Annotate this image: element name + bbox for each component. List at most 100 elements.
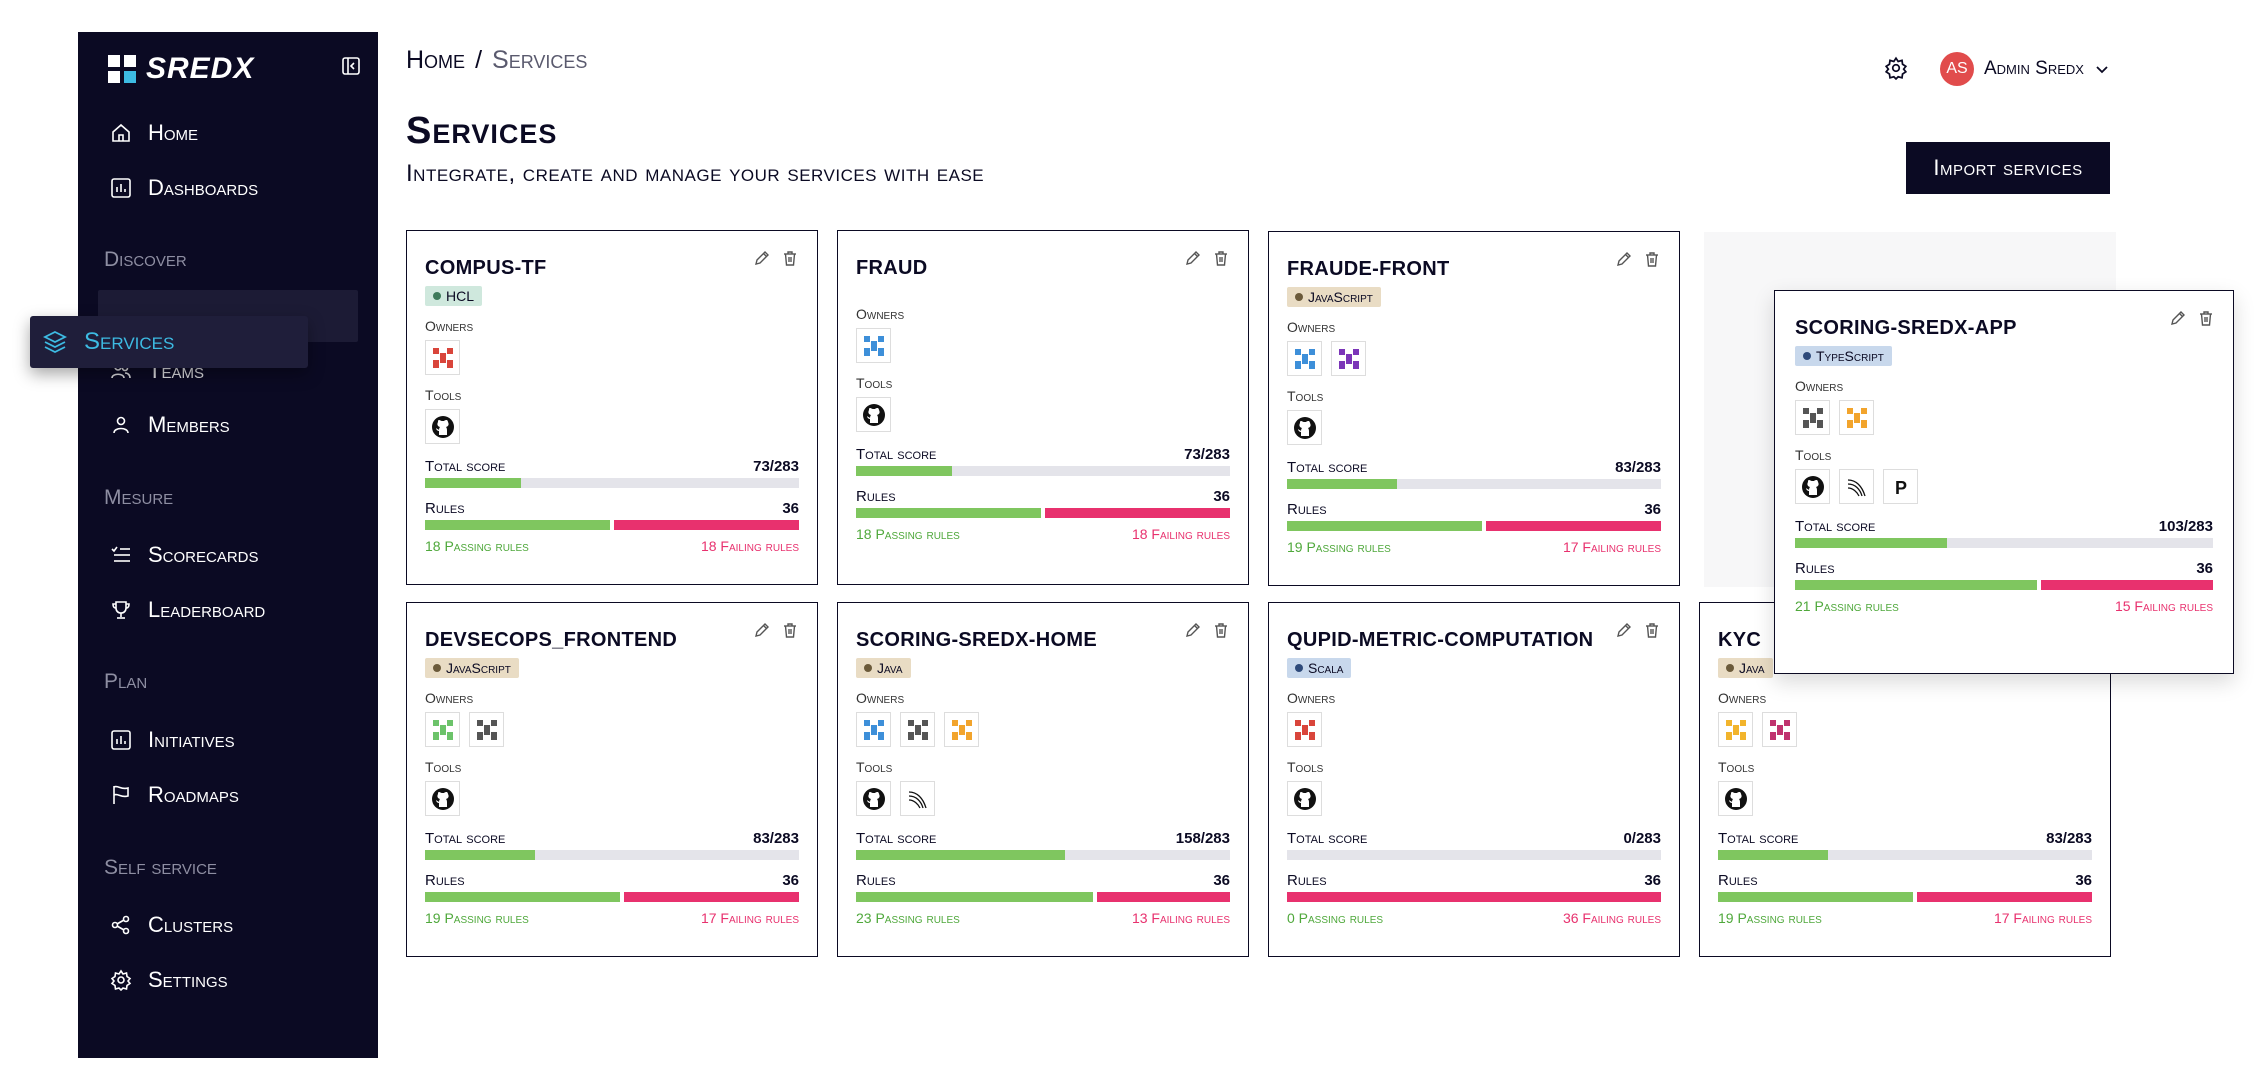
edit-icon[interactable] [753, 249, 771, 267]
service-name: SCORING-SREDX-HOME [856, 629, 1097, 651]
brand-logo[interactable]: SREDX [108, 52, 254, 86]
curve-tool-icon[interactable] [900, 781, 935, 816]
breadcrumb-home[interactable]: Home [406, 46, 466, 74]
badge-dot [1295, 293, 1303, 301]
badge-dot [433, 664, 441, 672]
breadcrumb: Home / Services [406, 46, 587, 75]
delete-icon[interactable] [2197, 309, 2215, 327]
curve-tool-icon[interactable] [1839, 469, 1874, 504]
edit-icon[interactable] [753, 621, 771, 639]
edit-icon[interactable] [1184, 249, 1202, 267]
edit-icon[interactable] [2169, 309, 2187, 327]
github-tool-icon[interactable] [425, 409, 460, 444]
failing-rules-text: 17 Failing rules [1993, 910, 2092, 926]
sidebar-item-dashboards[interactable]: Dashboards [110, 175, 258, 201]
failing-rules-bar [2040, 580, 2213, 590]
owner-avatar[interactable] [1718, 712, 1753, 747]
owners-label: Owners [425, 690, 474, 706]
total-score-value: 103/283 [2158, 518, 2213, 535]
page-title: Services [406, 110, 558, 152]
owner-avatar[interactable] [1287, 712, 1322, 747]
total-score-label: Total score [1718, 830, 1799, 847]
dragging-sidebar-item-services[interactable]: Services [30, 316, 308, 368]
sidebar-item-initiatives[interactable]: Initiatives [110, 727, 235, 753]
delete-icon[interactable] [1212, 249, 1230, 267]
sidebar-item-label: Services [84, 328, 175, 355]
delete-icon[interactable] [781, 249, 799, 267]
github-tool-icon[interactable] [1287, 410, 1322, 445]
github-tool-icon[interactable] [856, 397, 891, 432]
edit-icon[interactable] [1615, 250, 1633, 268]
service-card[interactable]: KYC Java Owners Tools Total score 83/283… [1699, 602, 2111, 957]
score-progress-fill [425, 478, 522, 488]
rules-bar [1287, 521, 1661, 531]
owners-list [1287, 341, 1661, 376]
owner-avatar[interactable] [944, 712, 979, 747]
sidebar-item-settings[interactable]: Settings [110, 967, 228, 993]
owner-avatar[interactable] [900, 712, 935, 747]
delete-icon[interactable] [1643, 250, 1661, 268]
service-card[interactable]: FRAUDE-FRONT JavaScript Owners Tools Tot… [1268, 231, 1680, 586]
total-score-value: 73/283 [1184, 446, 1230, 463]
delete-icon[interactable] [781, 621, 799, 639]
passing-rules-text: 19 Passing rules [1287, 539, 1391, 555]
owner-avatar[interactable] [425, 340, 460, 375]
share-icon [111, 915, 130, 935]
service-card[interactable]: FRAUD Owners Tools Total score 73/283 Ru… [837, 230, 1249, 585]
sidebar-item-members[interactable]: Members [110, 412, 230, 438]
github-tool-icon[interactable] [1795, 469, 1830, 504]
owner-avatar[interactable] [1287, 341, 1322, 376]
layers-icon [42, 330, 68, 354]
edit-icon[interactable] [1615, 621, 1633, 639]
chevron-down-icon [2096, 66, 2108, 74]
delete-icon[interactable] [1212, 621, 1230, 639]
rules-row: Rules 36 [1718, 872, 2092, 889]
passing-rules-bar [425, 520, 610, 530]
sidebar-item-clusters[interactable]: Clusters [110, 912, 233, 938]
passing-rules-bar [856, 892, 1093, 902]
collapse-sidebar-icon[interactable] [342, 57, 360, 75]
rules-summary: 19 Passing rules 17 Failing rules [1287, 539, 1661, 555]
sidebar-item-scorecards[interactable]: Scorecards [110, 542, 259, 568]
service-card[interactable]: DEVSECOPS_FRONTEND JavaScript Owners Too… [406, 602, 818, 957]
sidebar-item-roadmaps[interactable]: Roadmaps [110, 782, 239, 808]
owners-label: Owners [856, 306, 905, 322]
service-name: COMPUS-TF [425, 257, 547, 279]
github-tool-icon[interactable] [856, 781, 891, 816]
owner-avatar[interactable] [856, 328, 891, 363]
owner-avatar[interactable] [1795, 400, 1830, 435]
service-name: DEVSECOPS_FRONTEND [425, 629, 678, 651]
service-card[interactable]: QUPID-METRIC-COMPUTATION Scala Owners To… [1268, 602, 1680, 957]
owner-avatar[interactable] [1331, 341, 1366, 376]
delete-icon[interactable] [1643, 621, 1661, 639]
edit-icon[interactable] [1184, 621, 1202, 639]
github-tool-icon[interactable] [1287, 781, 1322, 816]
owner-avatar[interactable] [1839, 400, 1874, 435]
p-tool-icon[interactable]: P [1883, 469, 1918, 504]
settings-gear-icon[interactable] [1884, 56, 1908, 80]
owner-avatar[interactable] [425, 712, 460, 747]
rules-count: 36 [1644, 872, 1661, 889]
owner-avatar[interactable] [469, 712, 504, 747]
sidebar-item-leaderboard[interactable]: Leaderboard [110, 597, 265, 623]
owner-avatar[interactable] [856, 712, 891, 747]
import-services-button[interactable]: Import services [1906, 142, 2110, 194]
badge-dot [864, 664, 872, 672]
sidebar-item-home[interactable]: Home [110, 120, 198, 146]
owner-avatar[interactable] [1762, 712, 1797, 747]
home-icon [112, 123, 130, 142]
avatar: AS [1940, 52, 1974, 86]
service-card[interactable]: SCORING-SREDX-HOME Java Owners Tools Tot… [837, 602, 1249, 957]
card-actions [2169, 309, 2215, 327]
score-progress-bar [856, 850, 1230, 860]
github-tool-icon[interactable] [425, 781, 460, 816]
score-progress-fill [425, 850, 535, 860]
github-tool-icon[interactable] [1718, 781, 1753, 816]
badge-dot [1726, 664, 1734, 672]
service-card[interactable]: COMPUS-TF HCL Owners Tools Total score 7… [406, 230, 818, 585]
failing-rules-bar [1287, 892, 1661, 902]
total-score-row: Total score 73/283 [856, 446, 1230, 463]
total-score-row: Total score 83/283 [1287, 459, 1661, 476]
user-menu[interactable]: AS Admin Sredx [1940, 52, 2110, 86]
service-card[interactable]: SCORING-SREDX-APP TypeScript Owners Tool… [1774, 290, 2234, 674]
